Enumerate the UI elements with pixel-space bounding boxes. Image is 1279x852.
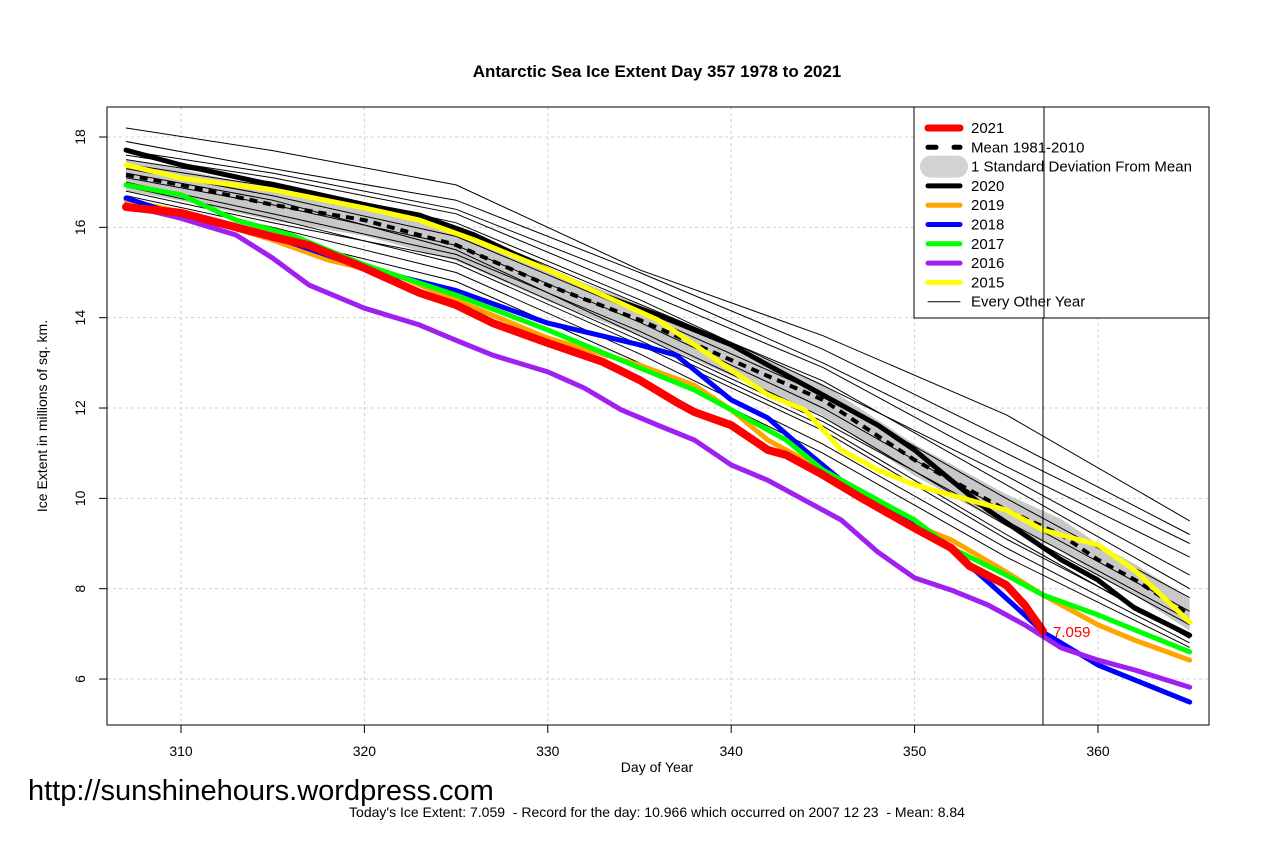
y-tick-label: 14 bbox=[72, 310, 88, 326]
legend-box bbox=[913, 106, 1210, 319]
mean-line bbox=[125, 172, 1191, 617]
chart-title: Antarctic Sea Ice Extent Day 357 1978 to… bbox=[473, 62, 842, 81]
legend-label: 1 Standard Deviation From Mean bbox=[971, 159, 1192, 176]
x-tick-label: 310 bbox=[169, 743, 193, 759]
x-axis: 310 320 330 340 350 360 bbox=[169, 725, 1110, 759]
series-line-2016 bbox=[123, 202, 1193, 690]
x-axis-label: Day of Year bbox=[621, 759, 694, 775]
other-year-line bbox=[125, 190, 1190, 639]
legend-swatch bbox=[920, 155, 968, 178]
current-value-label: 7.059 bbox=[1053, 624, 1091, 641]
legend-label: 2021 bbox=[971, 120, 1004, 137]
other-year-line bbox=[125, 141, 1190, 535]
series-line-2021 bbox=[122, 203, 1047, 636]
legend-label: Every Other Year bbox=[971, 294, 1085, 311]
y-tick-label: 18 bbox=[72, 129, 88, 145]
watermark: http://sunshinehours.wordpress.com bbox=[28, 775, 494, 807]
mean-line-path bbox=[125, 172, 1191, 617]
legend-label: Mean 1981-2010 bbox=[971, 139, 1084, 156]
legend-label: 2020 bbox=[971, 178, 1004, 195]
legend-label: 2019 bbox=[971, 197, 1004, 214]
legend-label: 2018 bbox=[971, 217, 1004, 234]
other-year-line bbox=[125, 159, 1190, 576]
y-tick-label: 6 bbox=[72, 675, 88, 683]
y-axis: 6 8 10 12 14 16 18 bbox=[72, 129, 107, 683]
other-year-line bbox=[125, 154, 1190, 558]
x-tick-label: 360 bbox=[1086, 743, 1110, 759]
other-year-line bbox=[125, 150, 1190, 544]
y-tick-label: 10 bbox=[72, 490, 88, 506]
series-line-2020 bbox=[123, 147, 1193, 638]
x-tick-label: 350 bbox=[903, 743, 927, 759]
plot-frame bbox=[106, 106, 1210, 726]
y-axis-label: Ice Extent in millions of sq. km. bbox=[34, 320, 50, 512]
x-tick-label: 330 bbox=[536, 743, 560, 759]
year-series bbox=[122, 147, 1193, 705]
legend-label: 2017 bbox=[971, 236, 1004, 253]
footer-summary: Today's Ice Extent: 7.059 - Record for t… bbox=[349, 804, 965, 820]
legend: 2021 Mean 1981-2010 1 Standard Deviation F… bbox=[913, 106, 1210, 319]
legend-label: 2016 bbox=[971, 255, 1004, 272]
y-tick-label: 16 bbox=[72, 219, 88, 235]
x-tick-label: 320 bbox=[353, 743, 377, 759]
y-tick-label: 8 bbox=[72, 585, 88, 593]
x-tick-label: 340 bbox=[720, 743, 744, 759]
y-tick-label: 12 bbox=[72, 400, 88, 416]
sd-band-area bbox=[126, 159, 1190, 631]
other-year-line bbox=[125, 195, 1190, 644]
series-line-2015 bbox=[123, 162, 1193, 625]
sd-band bbox=[126, 159, 1190, 631]
legend-label: 2015 bbox=[971, 274, 1004, 291]
other-year-line bbox=[125, 127, 1190, 522]
